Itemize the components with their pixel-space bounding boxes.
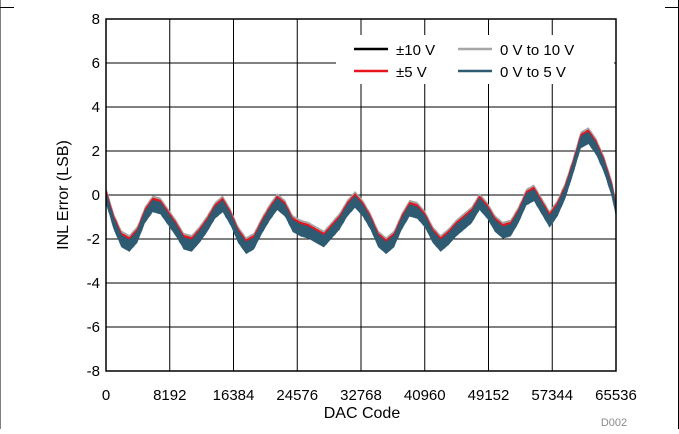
x-tick-label: 0 bbox=[102, 387, 110, 404]
x-tick-label: 16384 bbox=[213, 387, 255, 404]
x-tick-label: 49152 bbox=[468, 387, 510, 404]
plot-border bbox=[105, 18, 617, 372]
figure-id: D002 bbox=[601, 417, 627, 429]
y-tick-label: -8 bbox=[87, 363, 100, 380]
legend-label-pm10: ±10 V bbox=[396, 42, 435, 59]
y-tick-label: 2 bbox=[92, 143, 100, 160]
legend-label-pm5: ±5 V bbox=[396, 64, 427, 81]
x-tick-label: 8192 bbox=[153, 387, 186, 404]
legend-background bbox=[336, 35, 614, 84]
x-tick-label: 65536 bbox=[595, 387, 637, 404]
x-tick-label: 57344 bbox=[531, 387, 573, 404]
y-tick-label: 0 bbox=[92, 187, 100, 204]
y-tick-label: -2 bbox=[87, 231, 100, 248]
x-tick-label: 24576 bbox=[276, 387, 318, 404]
series-group bbox=[106, 127, 616, 254]
legend-label-u10: 0 V to 10 V bbox=[500, 42, 574, 59]
y-tick-label: 8 bbox=[92, 11, 100, 28]
x-tick-label: 40960 bbox=[404, 387, 446, 404]
x-tick-labels: 0 8192 16384 24576 32768 40960 49152 57344 65536 bbox=[102, 387, 637, 404]
y-axis-label: INL Error (LSB) bbox=[55, 140, 72, 250]
x-axis-label: DAC Code bbox=[324, 405, 401, 422]
y-tick-label: -4 bbox=[87, 275, 100, 292]
y-tick-labels: 8 6 4 2 0 -2 -4 -6 -8 bbox=[87, 11, 100, 380]
y-tick-label: 4 bbox=[92, 99, 100, 116]
y-tick-label: -6 bbox=[87, 319, 100, 336]
series-u5 bbox=[106, 131, 616, 254]
series-noise-u5 bbox=[106, 132, 616, 254]
y-tick-label: 6 bbox=[92, 55, 100, 72]
x-tick-label: 32768 bbox=[340, 387, 382, 404]
legend: ±10 V 0 V to 10 V ±5 V 0 V to 5 V bbox=[336, 35, 614, 84]
legend-label-u5: 0 V to 5 V bbox=[500, 64, 566, 81]
